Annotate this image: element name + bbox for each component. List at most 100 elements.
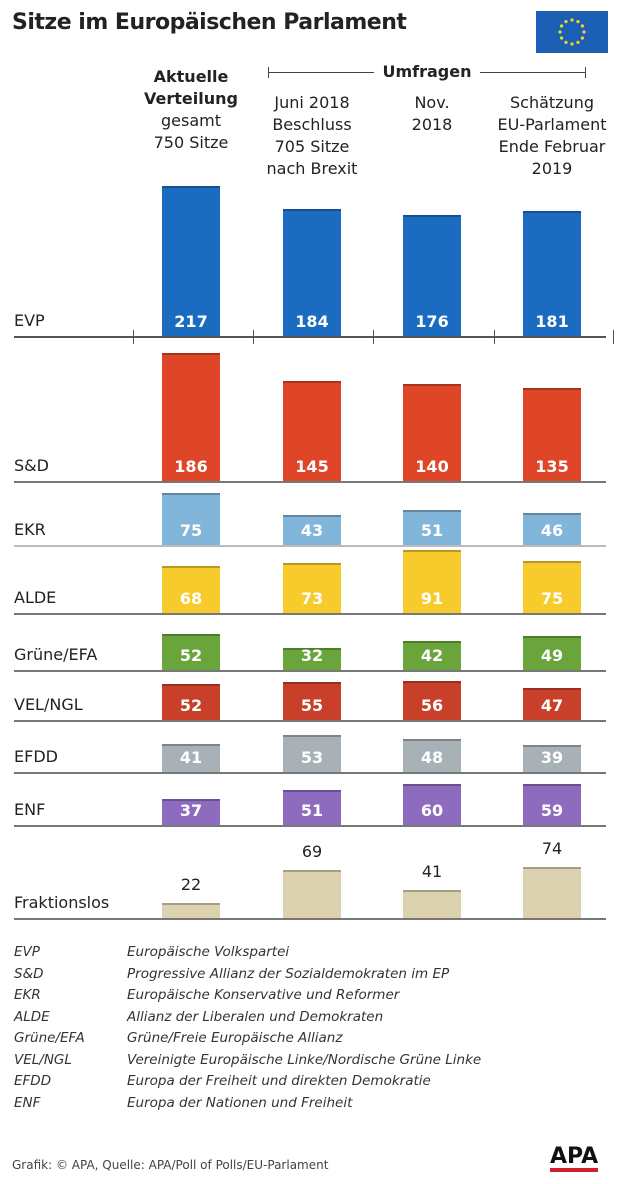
column-header-line: Beschluss — [272, 115, 352, 134]
data-label: 68 — [179, 589, 203, 608]
row-label: S&D — [14, 456, 49, 475]
row-label: ENF — [14, 800, 46, 819]
legend-entry: ENF Europa der Nationen und Freiheit — [14, 1093, 481, 1115]
flag-star — [576, 20, 580, 24]
data-label: 41 — [421, 861, 443, 881]
bar — [162, 799, 220, 825]
apa-logo: APA — [550, 1146, 599, 1172]
bar — [403, 681, 461, 720]
eu-flag-icon — [536, 11, 608, 53]
data-label: 60 — [420, 801, 444, 820]
legend-abbr: EFDD — [14, 1073, 52, 1089]
data-label: 42 — [420, 646, 444, 665]
bar — [523, 745, 581, 772]
umfragen-label: Umfragen — [374, 62, 480, 81]
bar — [523, 784, 581, 825]
bar — [403, 889, 461, 918]
row-label: EKR — [14, 520, 46, 539]
bar — [523, 513, 581, 545]
row-baseline — [14, 336, 606, 338]
bar — [162, 566, 220, 613]
column-header-line: nach Brexit — [266, 159, 358, 178]
data-label: 73 — [300, 589, 324, 608]
bar — [162, 684, 220, 720]
legend-full: Europa der Nationen und Freiheit — [127, 1094, 353, 1111]
data-label: 51 — [420, 521, 444, 540]
data-label: 52 — [179, 646, 203, 665]
bar — [523, 211, 581, 336]
data-label: 53 — [300, 748, 324, 767]
column-divider-tick — [494, 330, 495, 344]
flag-star — [580, 36, 584, 40]
flag-star — [580, 24, 584, 28]
column-header-line: 750 Sitze — [153, 133, 229, 152]
flag-star — [558, 30, 562, 34]
legend-entry: S&D Progressive Allianz der Sozialdemokra… — [14, 964, 481, 986]
legend-entry: EVP Europäische Volkspartei — [14, 942, 481, 964]
bar — [403, 509, 461, 545]
data-label: 39 — [540, 748, 564, 767]
legend-entry: EFDD Europa der Freiheit und direkten Dem… — [14, 1071, 481, 1093]
column-header: Nov. 2018 — [362, 92, 502, 136]
column-header-line: Schätzung — [509, 93, 594, 112]
legend-full: Europäische Volkspartei — [127, 944, 290, 960]
column-header-line: gesamt — [161, 111, 221, 130]
legend-full: Allianz der Liberalen und Demokraten — [127, 1008, 384, 1025]
bar — [162, 352, 220, 481]
data-label: 51 — [300, 801, 324, 820]
column-header-line: Nov. — [414, 93, 450, 112]
bar — [523, 636, 581, 670]
column-divider-tick — [253, 330, 254, 344]
row-label: ALDE — [14, 588, 57, 607]
data-label: 176 — [415, 312, 449, 331]
legend-abbr: EVP — [14, 944, 40, 960]
row-label: EFDD — [14, 747, 58, 766]
bar — [403, 550, 461, 613]
column-header: Juni 2018 Beschluss 705 Sitze nach Brexit — [242, 92, 382, 180]
column-header-line: 2018 — [411, 115, 453, 134]
column-header-line: 705 Sitze — [274, 137, 350, 156]
bar — [162, 634, 220, 670]
data-label: 46 — [540, 521, 564, 540]
bar — [283, 682, 341, 720]
legend-abbr: ENF — [14, 1094, 41, 1111]
legend: EVP Europäische Volkspartei S&D Progressive… — [14, 942, 481, 1114]
data-label: 22 — [180, 874, 202, 894]
flag-star — [560, 24, 564, 28]
legend-abbr: VEL/NGL — [14, 1051, 72, 1068]
legend-entry: VEL/NGL Vereinigte Europäische Linke/Nord… — [14, 1050, 481, 1072]
bar — [162, 902, 220, 918]
bar — [162, 186, 220, 336]
data-label: 91 — [420, 589, 444, 608]
row-baseline — [14, 670, 606, 672]
flag-star — [560, 36, 564, 40]
row-label: Fraktionslos — [14, 893, 110, 912]
column-header-line: Verteilung — [144, 89, 238, 108]
bar — [283, 789, 341, 825]
flag-star — [564, 40, 568, 44]
data-label: 217 — [174, 312, 208, 331]
bar — [403, 783, 461, 825]
umfragen-bracket: Umfragen — [268, 62, 586, 84]
column-header-line: Ende Februar — [498, 137, 606, 156]
bar — [283, 515, 341, 545]
row-label: VEL/NGL — [14, 695, 83, 714]
data-label: 186 — [174, 457, 208, 476]
legend-full: Progressive Allianz der Sozialdemokraten… — [127, 965, 450, 982]
column-divider-tick — [613, 330, 614, 344]
data-label: 41 — [179, 748, 203, 767]
data-label: 145 — [295, 457, 329, 476]
legend-entry: Grüne/EFA Grüne/Freie Europäische Allianz — [14, 1028, 481, 1050]
data-label: 47 — [540, 696, 564, 715]
flag-star — [570, 42, 574, 46]
legend-abbr: S&D — [14, 965, 44, 982]
data-label: 55 — [300, 696, 324, 715]
data-label: 75 — [540, 589, 564, 608]
bar — [283, 647, 341, 670]
bar — [162, 743, 220, 772]
bar — [283, 562, 341, 613]
column-header-line: 2019 — [531, 159, 573, 178]
data-label: 135 — [535, 457, 569, 476]
bar — [523, 387, 581, 481]
